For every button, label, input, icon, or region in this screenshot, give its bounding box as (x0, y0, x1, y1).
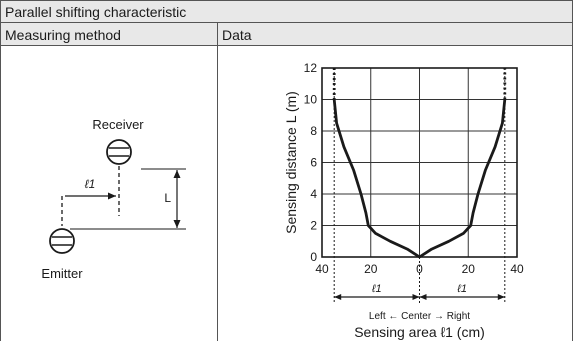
y-tick-label: 6 (310, 156, 317, 170)
receiver-icon (106, 139, 132, 165)
receiver-label: Receiver (92, 117, 144, 132)
x-tick-label: 20 (462, 262, 476, 276)
right-shift-label: ℓ1 (456, 283, 467, 295)
left-shift-label: ℓ1 (371, 283, 382, 295)
y-tick-label: 10 (304, 93, 318, 107)
y-tick-label: 4 (310, 187, 317, 201)
shift-label: ℓ1 (85, 177, 96, 191)
y-tick-label: 12 (304, 61, 318, 75)
emitter-label: Emitter (41, 266, 83, 281)
right-shift-arrow-head-end (497, 294, 505, 300)
distance-label: L (164, 191, 171, 205)
data-header-label: Data (222, 27, 252, 43)
method-diagram: Receiver Emitter ℓ1 L (41, 117, 186, 281)
x-tick-label: 40 (315, 262, 329, 276)
x-tick-label: 20 (364, 262, 378, 276)
section-title: Parallel shifting characteristic (5, 4, 187, 20)
method-column-header: Measuring method (0, 22, 218, 46)
x-axis-label: Sensing area ℓ1 (cm) (354, 324, 485, 340)
distance-dimension-arrow (173, 170, 181, 228)
y-tick-label: 0 (310, 250, 317, 264)
x-tick-label: 40 (510, 262, 524, 276)
method-header-label: Measuring method (5, 27, 121, 43)
left-shift-arrow-head-end (412, 294, 420, 300)
y-tick-label: 8 (310, 124, 317, 138)
y-tick-label: 2 (310, 219, 317, 233)
emitter-icon (49, 228, 75, 254)
data-cell (217, 45, 573, 341)
y-axis-label: Sensing distance L (m) (283, 91, 299, 234)
right-shift-arrow-head-start (419, 294, 427, 300)
data-column-header: Data (217, 22, 573, 46)
shift-dimension-arrow (65, 192, 116, 200)
direction-note: Left ← Center → Right (369, 311, 470, 322)
left-shift-arrow-head-start (334, 294, 342, 300)
